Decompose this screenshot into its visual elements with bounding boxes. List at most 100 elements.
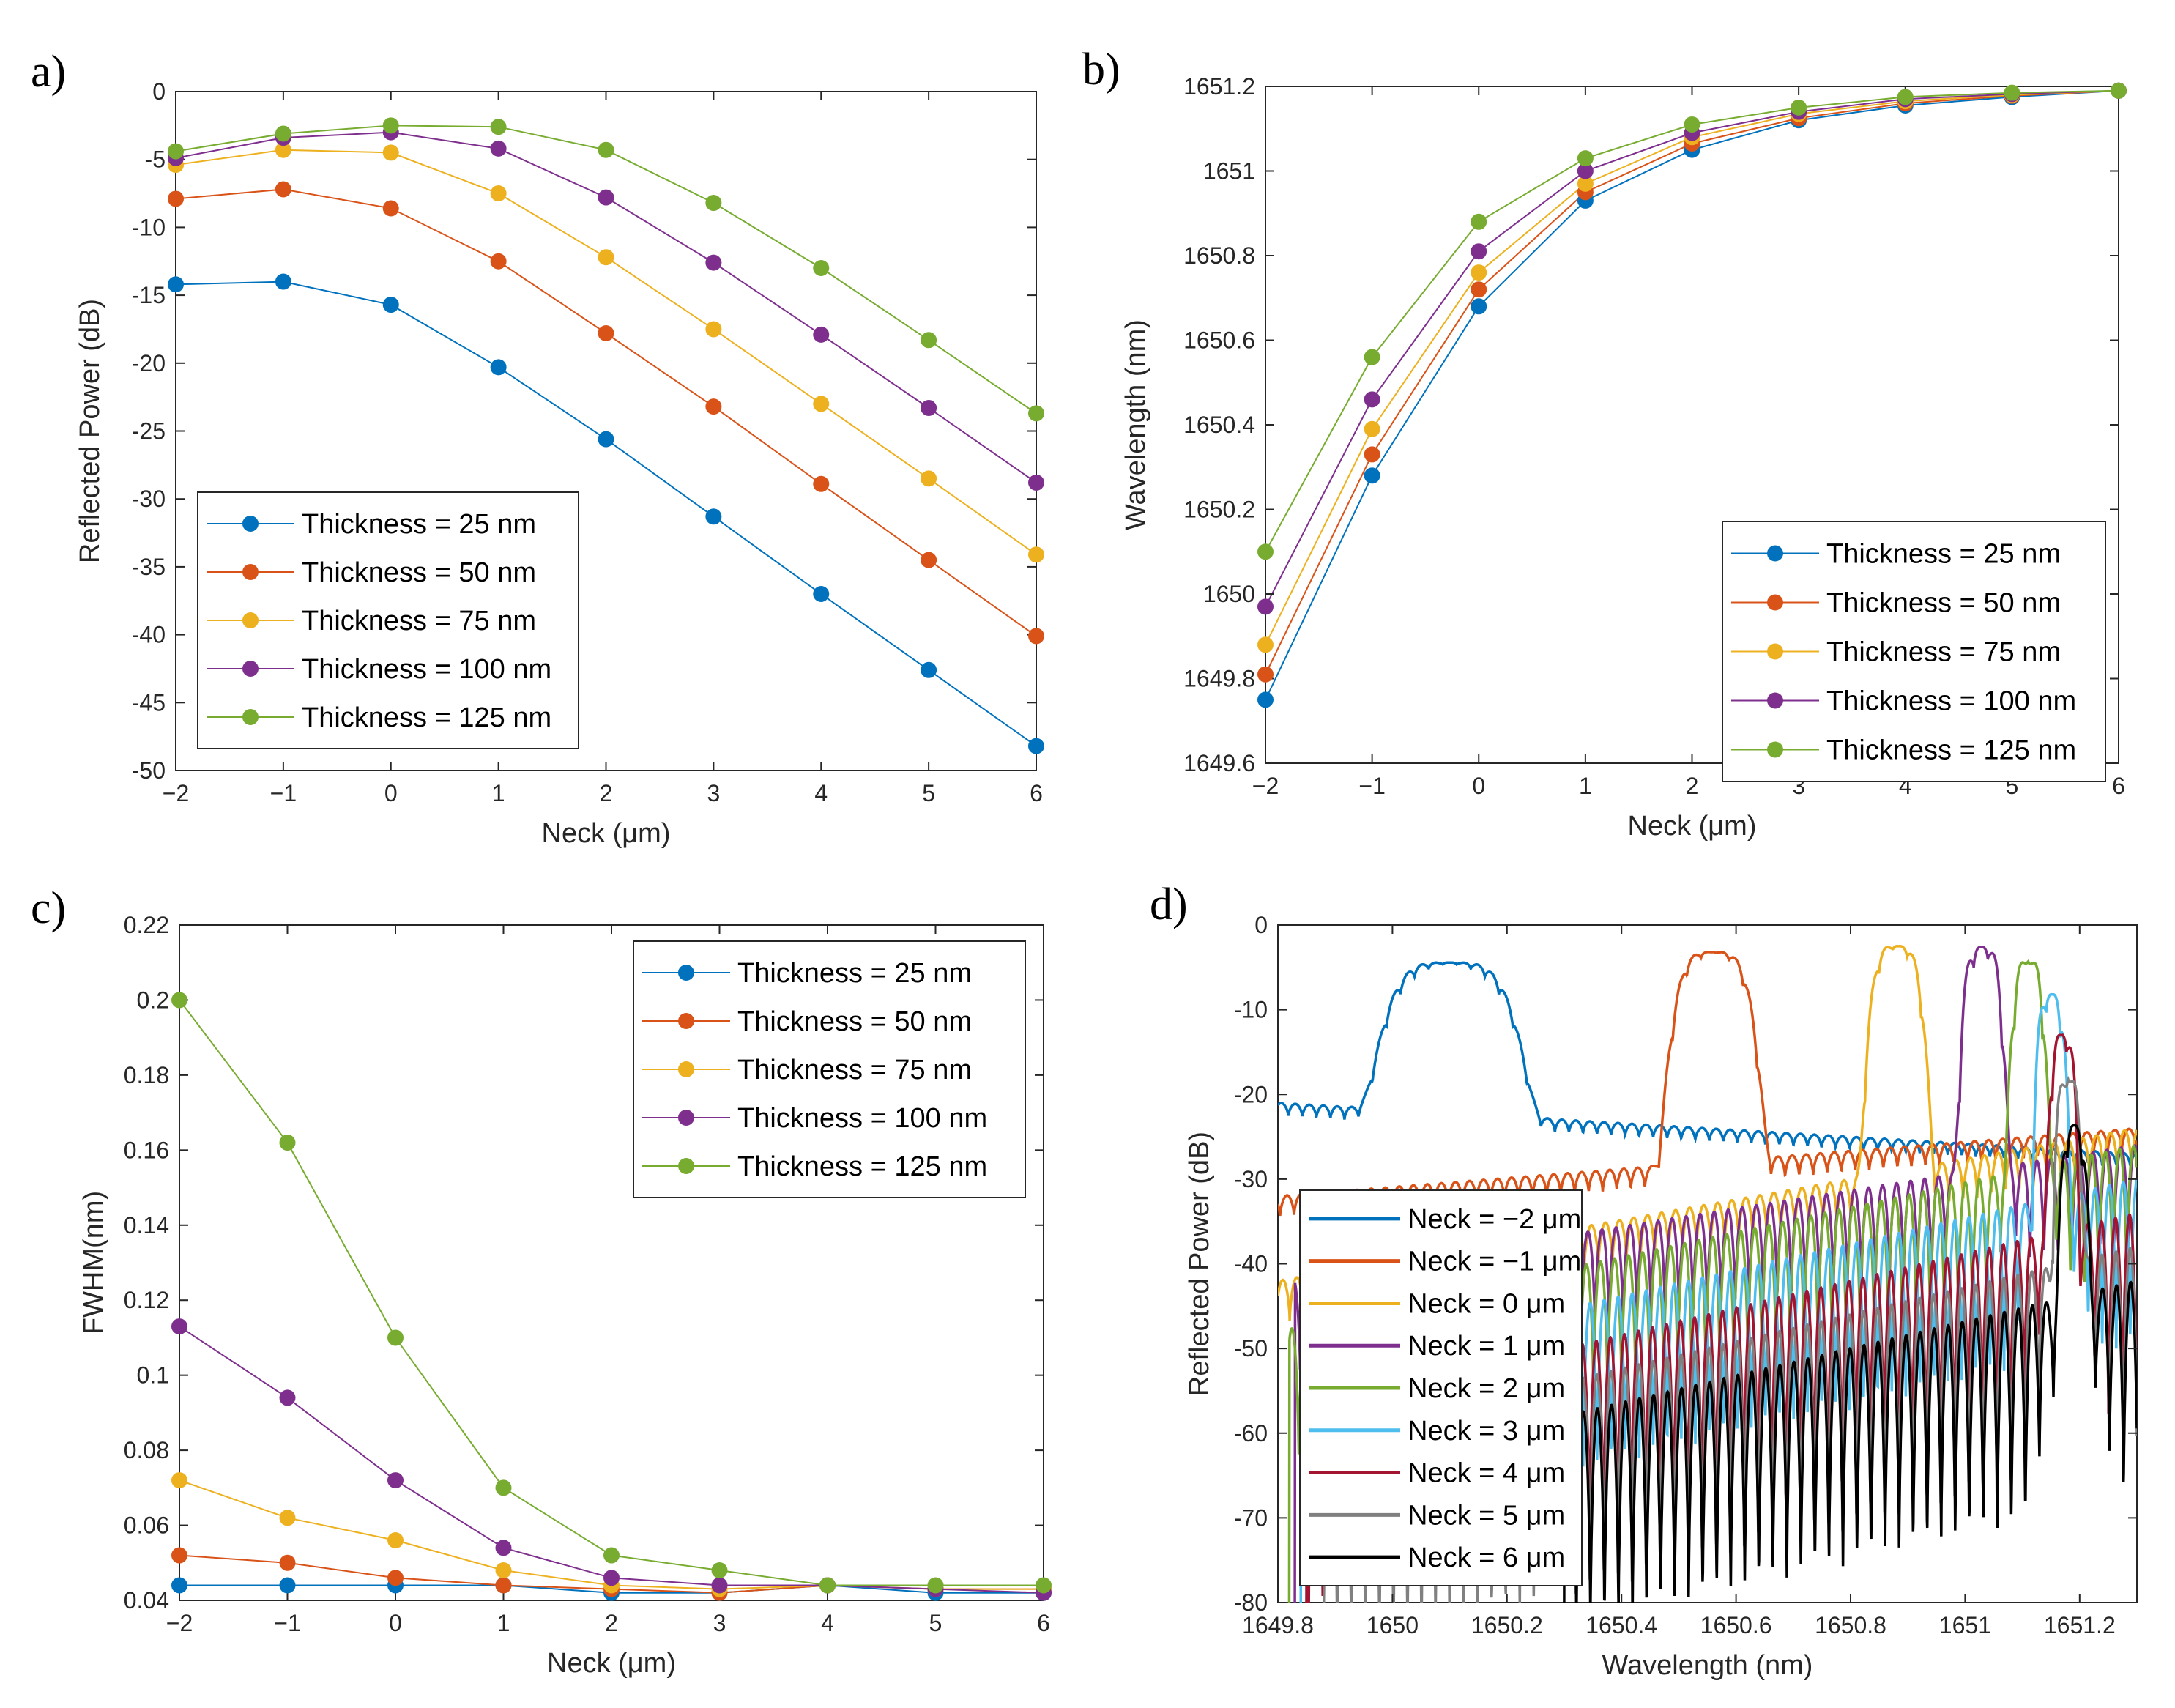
data-point — [1257, 666, 1274, 683]
legend-swatch-marker — [678, 1158, 694, 1174]
x-tick-label: 2 — [605, 1610, 618, 1636]
data-point — [387, 1570, 404, 1586]
y-tick-label: -40 — [132, 622, 166, 648]
x-tick-label: 6 — [1037, 1610, 1050, 1636]
legend: Thickness = 25 nm Thickness = 50 nm Thickn… — [633, 940, 1026, 1198]
legend-label: Thickness = 100 nm — [1826, 686, 2076, 717]
x-tick-label: 2 — [600, 780, 613, 806]
panel-letter: a) — [31, 47, 66, 97]
data-point — [1364, 391, 1380, 408]
x-tick-label: 1650.4 — [1585, 1612, 1657, 1638]
data-point — [171, 1318, 187, 1335]
x-tick-label: 1651.2 — [2044, 1612, 2116, 1638]
x-tick-label: 4 — [814, 780, 828, 806]
data-point — [168, 143, 184, 160]
y-tick-label: -5 — [145, 146, 166, 173]
x-axis-label: Wavelength (nm) — [1602, 1650, 1813, 1681]
legend-label: Thickness = 125 nm — [302, 702, 551, 733]
legend-label: Thickness = 25 nm — [1826, 539, 2061, 570]
y-tick-label: 0.14 — [124, 1212, 169, 1239]
data-point — [1577, 175, 1594, 192]
data-point — [495, 1479, 512, 1496]
y-tick-label: 0 — [1254, 912, 1268, 938]
x-tick-label: 3 — [707, 780, 720, 806]
y-axis-label: FWHM(nm) — [78, 1191, 109, 1334]
panel-letter: b) — [1082, 45, 1120, 94]
x-tick-label: 1 — [1579, 773, 1592, 799]
data-point — [711, 1577, 728, 1594]
legend-swatch-marker — [678, 1061, 694, 1077]
legend: Neck = −2 μm Neck = −1 μm Neck = 0 μm Neck … — [1299, 1189, 1583, 1586]
data-point — [813, 585, 830, 602]
y-tick-label: -40 — [1234, 1251, 1268, 1277]
data-point — [1257, 691, 1274, 708]
data-point — [1364, 467, 1380, 484]
y-tick-label: 0.08 — [124, 1437, 169, 1463]
data-point — [279, 1554, 296, 1571]
data-point — [1897, 89, 1914, 105]
spectrum-line — [1563, 1124, 2137, 1603]
x-tick-label: −1 — [1358, 773, 1385, 799]
y-tick-label: 1650.8 — [1183, 242, 1255, 269]
data-point — [927, 1577, 944, 1594]
y-axis-label: Reflected Power (dB) — [1184, 1132, 1215, 1396]
data-point — [275, 141, 291, 158]
legend-swatch-marker — [242, 516, 259, 532]
legend-label: Thickness = 75 nm — [737, 1055, 972, 1085]
data-point — [275, 273, 291, 290]
legend-label: Thickness = 100 nm — [302, 654, 551, 685]
y-tick-label: 0.12 — [124, 1287, 169, 1313]
y-tick-label: 0.06 — [124, 1512, 169, 1539]
legend-swatch-marker — [242, 709, 259, 725]
data-point — [705, 321, 722, 338]
legend-swatch-marker — [242, 661, 259, 677]
data-point — [171, 1472, 187, 1489]
legend-label: Thickness = 125 nm — [1826, 735, 2076, 766]
y-tick-label: 1650 — [1203, 581, 1255, 607]
x-tick-label: 0 — [389, 1610, 402, 1636]
data-point — [1471, 264, 1487, 281]
data-point — [705, 508, 722, 525]
data-point — [705, 398, 722, 415]
data-point — [813, 326, 830, 343]
legend-swatch-marker — [678, 965, 694, 981]
data-point — [598, 189, 614, 206]
legend-label: Neck = −1 μm — [1408, 1247, 1581, 1277]
y-tick-label: -30 — [1234, 1166, 1268, 1192]
y-tick-label: -20 — [1234, 1081, 1268, 1107]
data-point — [921, 399, 937, 416]
data-point — [495, 1562, 512, 1579]
y-tick-label: -60 — [1234, 1420, 1268, 1447]
y-tick-label: -50 — [132, 757, 166, 784]
x-tick-label: 1650.6 — [1700, 1612, 1772, 1638]
y-tick-label: 1650.2 — [1183, 497, 1255, 523]
y-tick-label: 0.22 — [124, 912, 169, 938]
data-point — [1684, 116, 1700, 133]
data-point — [813, 396, 830, 412]
data-point — [1471, 243, 1487, 260]
data-point — [490, 140, 507, 157]
x-axis-label: Neck (μm) — [1628, 811, 1757, 842]
data-point — [382, 144, 399, 161]
data-point — [598, 431, 614, 448]
y-tick-label: 0.1 — [137, 1362, 169, 1389]
panel-3: c) −2 −1 0 1 2 3 4 5 6 0.22 0.2 0.18 0.16 0.14 0.12 0.1 0… — [31, 883, 1052, 1679]
legend-label: Neck = −2 μm — [1408, 1204, 1581, 1235]
x-tick-label: 5 — [929, 1610, 943, 1636]
data-point — [2111, 82, 2127, 99]
series-line — [176, 131, 1036, 483]
data-point — [495, 1540, 512, 1556]
data-point — [1791, 99, 1807, 116]
x-tick-label: 1650.2 — [1471, 1612, 1543, 1638]
y-tick-label: -10 — [132, 214, 166, 240]
y-tick-label: -20 — [132, 350, 166, 376]
y-tick-label: 1650.6 — [1183, 327, 1255, 354]
x-tick-label: 3 — [713, 1610, 726, 1636]
x-tick-label: 2 — [1686, 773, 1699, 799]
x-tick-label: 4 — [821, 1610, 834, 1636]
data-point — [2004, 84, 2020, 101]
series-line — [1265, 89, 2119, 552]
x-axis-label: Neck (μm) — [542, 818, 671, 849]
y-axis-label: Wavelength (nm) — [1120, 319, 1151, 530]
